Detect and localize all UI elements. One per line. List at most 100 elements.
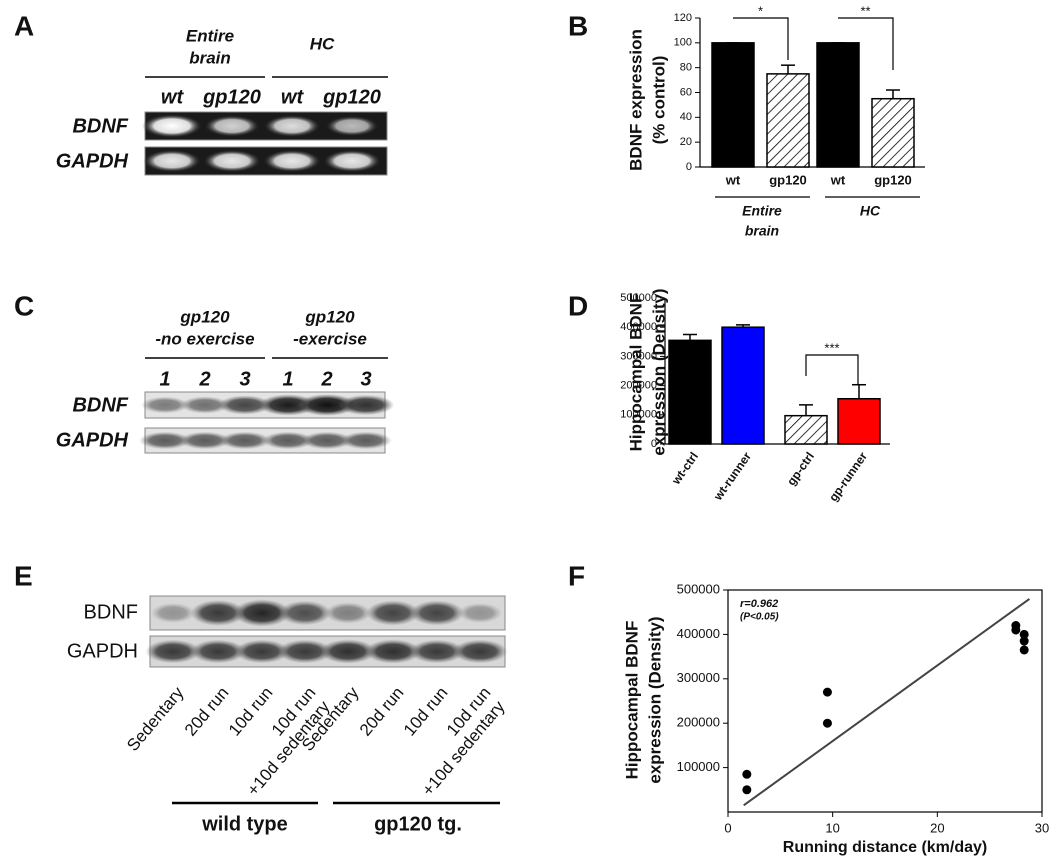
band: [233, 599, 291, 627]
x-tick-label: 0: [724, 820, 731, 835]
lane-label: 2: [320, 368, 332, 390]
panel-label: C: [14, 290, 34, 321]
band: [325, 115, 379, 137]
group-label: HC: [860, 203, 881, 219]
group-label: -no exercise: [155, 329, 254, 348]
y-tick-label: 500000: [620, 292, 657, 304]
bar: [721, 326, 765, 445]
lane-label: Sedentary: [123, 683, 188, 755]
y-axis-label: expression (Density): [649, 288, 668, 455]
row-label: GAPDH: [56, 150, 129, 172]
x-tick-label: gp120: [769, 172, 807, 187]
point: [1019, 636, 1029, 646]
row-label: GAPDH: [56, 429, 129, 451]
y-axis-label: Hippocampal BDNF: [622, 621, 641, 780]
band: [452, 639, 508, 664]
band: [457, 602, 503, 624]
band: [190, 600, 246, 626]
lane-label: 20d run: [356, 683, 408, 739]
lane-label: 3: [239, 368, 250, 390]
point: [822, 718, 832, 728]
point: [1019, 645, 1029, 655]
row-label: GAPDH: [67, 640, 138, 662]
point: [1011, 625, 1021, 635]
band: [143, 149, 201, 173]
significance-bracket: [805, 354, 859, 385]
bar: [711, 42, 755, 168]
row-label: BDNF: [72, 115, 128, 137]
bar: [837, 397, 881, 445]
band: [190, 639, 246, 664]
band: [324, 602, 372, 624]
point: [1019, 629, 1029, 639]
band: [234, 639, 290, 664]
annotation: (P<0.05): [740, 612, 779, 623]
panel-label: B: [568, 10, 588, 41]
point: [822, 687, 832, 697]
significance-bracket: [733, 17, 789, 60]
x-tick-label: wt: [725, 172, 741, 187]
band: [219, 431, 271, 450]
y-tick-label: 80: [680, 62, 692, 74]
lane-label: wt: [281, 86, 305, 108]
band: [319, 639, 377, 664]
row-label: BDNF: [84, 601, 138, 623]
group-label: gp120 tg.: [374, 813, 462, 835]
y-tick-label: 300000: [677, 670, 720, 685]
lane-label: 20d run: [181, 683, 233, 739]
x-axis-label: Running distance (km/day): [783, 839, 987, 856]
bar: [871, 97, 915, 168]
band: [142, 114, 202, 138]
significance-label: ***: [824, 340, 839, 355]
panel-label: E: [14, 560, 33, 591]
y-tick-label: 0: [651, 438, 657, 450]
bar: [766, 73, 810, 168]
y-tick-label: 200000: [620, 380, 657, 392]
lane-label: 10d run: [225, 683, 277, 739]
point: [742, 769, 752, 779]
band: [139, 431, 191, 450]
lane-label: 3: [360, 368, 371, 390]
band: [366, 600, 420, 626]
group-label: Entire: [186, 26, 234, 45]
band: [203, 149, 261, 173]
y-tick-label: 20: [680, 136, 692, 148]
x-tick-label: wt: [830, 172, 846, 187]
band: [218, 395, 272, 415]
bar: [668, 339, 712, 445]
y-tick-label: 120: [674, 12, 692, 24]
y-tick-label: 100000: [620, 409, 657, 421]
fit-line: [743, 598, 1031, 807]
bar: [816, 42, 860, 168]
band: [263, 149, 321, 173]
band: [301, 431, 353, 450]
panel-label: F: [568, 560, 585, 591]
band: [410, 600, 464, 626]
lane-label: 1: [282, 368, 293, 390]
y-tick-label: 500000: [677, 581, 720, 596]
lane-label: 2: [198, 368, 210, 390]
band: [150, 602, 196, 624]
panel-label: D: [568, 290, 588, 321]
bar: [784, 414, 828, 445]
band: [263, 115, 321, 137]
group-label: gp120: [304, 307, 355, 326]
band: [204, 115, 260, 137]
x-tick-label: wt-ctrl: [668, 450, 701, 488]
group-label: brain: [745, 223, 779, 239]
group-label: wild type: [201, 813, 288, 835]
band: [278, 600, 332, 626]
y-axis-label: BDNF expression: [626, 29, 645, 171]
group-label: -exercise: [293, 329, 367, 348]
x-tick-label: 10: [825, 820, 839, 835]
band: [141, 396, 189, 414]
y-tick-label: 40: [680, 111, 692, 123]
band: [297, 394, 357, 416]
y-tick-label: 300000: [620, 350, 657, 362]
annotation: r=0.962: [740, 598, 778, 610]
y-tick-label: 400000: [620, 321, 657, 333]
x-tick-label: wt-runner: [710, 449, 754, 503]
band: [409, 639, 465, 664]
y-axis-label: Hippocampal BDNF: [626, 293, 645, 452]
